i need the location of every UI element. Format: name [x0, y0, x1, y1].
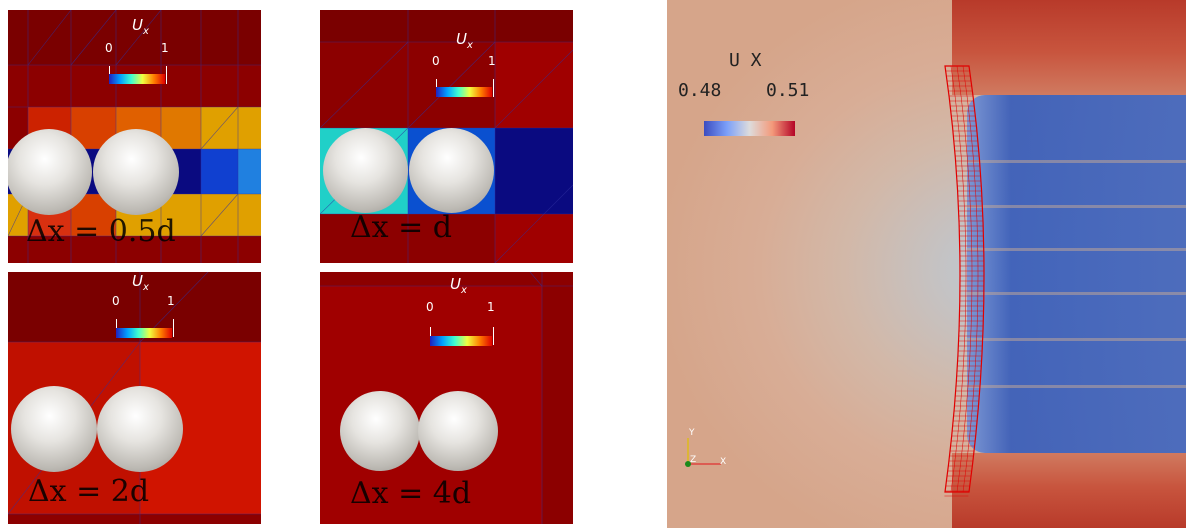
colorbar-title: Ux — [450, 275, 467, 296]
flow-field-view: U X 0.48 0.51 Y Z X — [667, 0, 1186, 528]
sphere-left — [340, 391, 420, 471]
rotor-mesh — [944, 65, 985, 497]
colorbar-max: 1 — [488, 54, 496, 68]
wake-edge-top — [952, 0, 1186, 95]
wake-streak — [967, 338, 1186, 341]
colorbar-max: 0.51 — [766, 80, 810, 101]
colorbar-min: 0 — [426, 300, 434, 314]
panel-dx-d: Ux 0 1 Δx = d — [320, 10, 573, 263]
colorbar-max: 1 — [167, 294, 175, 308]
colorbar — [704, 121, 795, 136]
colorbar-title: Ux — [132, 272, 149, 293]
panel-dx-4d: Ux 0 1 Δx = 4d — [320, 272, 573, 524]
wake-streak — [967, 385, 1186, 388]
axis-z-label: Z — [690, 455, 697, 465]
wake-streak — [967, 160, 1186, 163]
wake-edge-bottom — [952, 453, 1186, 528]
resolution-label: Δx = 4d — [350, 476, 472, 511]
sphere-right — [97, 386, 183, 472]
axis-x-label: X — [720, 457, 727, 467]
colorbar-max: 1 — [487, 300, 495, 314]
panel-dx-0-5d: Ux 0 1 Δx = 0.5d — [8, 10, 261, 263]
sphere-left — [323, 128, 408, 213]
panel-dx-2d: Ux 0 1 Δx = 2d — [8, 272, 261, 524]
colorbar-title: U X — [729, 50, 762, 71]
orientation-axes: Y Z X — [681, 426, 731, 474]
sphere-right — [409, 128, 494, 213]
sphere-right — [418, 391, 498, 471]
colorbar — [116, 328, 172, 338]
colorbar — [436, 87, 492, 97]
colorbar-min: 0 — [105, 41, 113, 55]
resolution-label: Δx = 2d — [28, 474, 150, 509]
axes-arrows — [685, 438, 721, 467]
axis-y-label: Y — [689, 428, 695, 438]
resolution-label: Δx = d — [350, 210, 452, 245]
wake-streak — [967, 205, 1186, 208]
sphere-right — [93, 129, 179, 215]
sphere-left — [8, 129, 92, 215]
colorbar-min: 0 — [112, 294, 120, 308]
colorbar-title: Ux — [456, 30, 473, 51]
colorbar — [109, 74, 165, 84]
wake-streak — [967, 292, 1186, 295]
resolution-label: Δx = 0.5d — [26, 214, 176, 249]
colorbar-min: 0 — [432, 54, 440, 68]
colorbar-max: 1 — [161, 41, 169, 55]
sphere-left — [11, 386, 97, 472]
wake-streak — [967, 248, 1186, 251]
wake-region — [967, 95, 1186, 453]
colorbar — [430, 336, 492, 346]
colorbar-title: Ux — [132, 16, 149, 37]
colorbar-min: 0.48 — [678, 80, 722, 101]
